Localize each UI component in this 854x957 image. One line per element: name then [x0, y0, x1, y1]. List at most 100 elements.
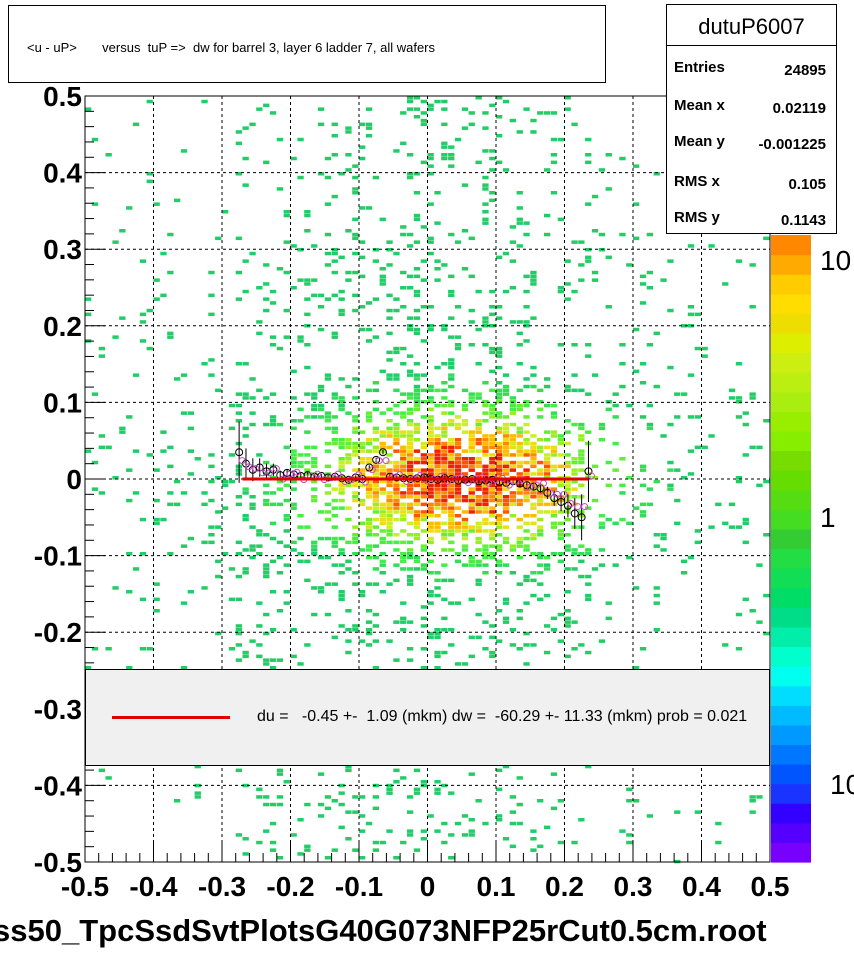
heatmap-cell — [242, 571, 249, 575]
heatmap-cell — [160, 449, 167, 453]
heatmap-cell — [516, 407, 523, 412]
heatmap-cell — [269, 559, 277, 564]
heatmap-cell — [482, 453, 489, 457]
heatmap-cell — [489, 149, 496, 153]
heatmap-cell — [502, 502, 510, 507]
heatmap-cell — [585, 764, 592, 769]
heatmap-cell — [413, 457, 421, 461]
heatmap-cell — [516, 544, 523, 548]
heatmap-cell — [502, 487, 510, 491]
heatmap-cell — [297, 460, 304, 465]
heatmap-cell — [352, 251, 359, 256]
heatmap-cell — [235, 297, 242, 301]
heatmap-cell — [523, 601, 530, 605]
heatmap-cell — [372, 479, 379, 484]
heatmap-cell — [489, 198, 496, 203]
heatmap-cell — [215, 388, 222, 393]
heatmap-cell — [585, 354, 592, 358]
heatmap-cell — [242, 548, 249, 552]
heatmap-cell — [427, 593, 434, 598]
heatmap-cell — [427, 202, 434, 206]
heatmap-cell — [489, 495, 496, 499]
heatmap-cell — [626, 787, 633, 792]
heatmap-cell — [441, 578, 448, 583]
heatmap-cell — [235, 403, 242, 408]
heatmap-cell — [735, 612, 743, 617]
heatmap-cell — [626, 263, 633, 267]
heatmap-cell — [523, 495, 530, 499]
heatmap-cell — [331, 415, 338, 419]
heatmap-cell — [454, 343, 462, 347]
heatmap-cell — [756, 563, 763, 567]
heatmap-cell — [331, 799, 338, 803]
heatmap-cell — [434, 441, 441, 446]
heatmap-cell — [550, 772, 558, 776]
heatmap-cell — [427, 164, 434, 168]
heatmap-cell — [502, 616, 510, 621]
heatmap-cell — [242, 783, 249, 788]
heatmap-cell — [304, 229, 311, 233]
heatmap-cell — [598, 248, 606, 252]
heatmap-cell — [639, 362, 647, 366]
heatmap-cell — [304, 468, 311, 472]
heatmap-cell — [345, 628, 352, 632]
heatmap-cell — [311, 552, 318, 556]
heatmap-cell — [502, 99, 510, 104]
heatmap-cell — [537, 498, 544, 503]
heatmap-cell — [201, 502, 208, 507]
heatmap-cell — [372, 381, 379, 385]
heatmap-cell — [311, 403, 318, 408]
heatmap-cell — [407, 438, 414, 442]
heatmap-cell — [400, 449, 407, 453]
heatmap-cell — [694, 346, 701, 351]
heatmap-cell — [379, 445, 386, 450]
heatmap-cell — [413, 426, 421, 431]
heatmap-cell — [639, 483, 647, 488]
heatmap-cell — [345, 650, 352, 655]
heatmap-cell — [359, 593, 366, 598]
heatmap-cell — [249, 396, 256, 400]
heatmap-cell — [489, 552, 496, 556]
heatmap-cell — [530, 270, 537, 275]
heatmap-cell — [400, 286, 407, 290]
heatmap-cell — [550, 464, 558, 469]
legend-fit-text: du = -0.45 +- 1.09 (mkm) dw = -60.29 +- … — [257, 708, 748, 725]
heatmap-cell — [242, 654, 249, 659]
heatmap-cell — [448, 232, 455, 237]
stats-row-mean-y: Mean y -0.001225 — [674, 133, 826, 169]
heatmap-cell — [448, 419, 455, 423]
heatmap-cell — [496, 134, 503, 138]
heatmap-cell — [420, 460, 427, 465]
heatmap-cell — [407, 833, 414, 837]
profile-point-alt — [553, 490, 561, 498]
heatmap-cell — [379, 559, 386, 564]
heatmap-cell — [591, 476, 599, 480]
heatmap-cell — [372, 430, 379, 434]
heatmap-cell — [509, 396, 516, 400]
heatmap-cell — [427, 457, 434, 461]
heatmap-cell — [269, 415, 277, 419]
heatmap-cell — [132, 449, 140, 453]
heatmap-cell — [338, 563, 345, 567]
heatmap-cell — [338, 548, 345, 552]
heatmap-cell — [304, 392, 311, 396]
heatmap-cell — [454, 472, 462, 476]
heatmap-cell — [393, 430, 400, 434]
colorbar-band — [771, 705, 811, 726]
heatmap-cell — [427, 483, 434, 488]
heatmap-cell — [420, 544, 427, 548]
heatmap-cell — [427, 236, 434, 241]
heatmap-cell — [468, 343, 475, 347]
heatmap-cell — [578, 457, 585, 461]
heatmap-cell — [619, 517, 626, 522]
heatmap-cell — [400, 225, 407, 229]
heatmap-cell — [297, 407, 304, 412]
stats-histogram-name: dutuP6007 — [667, 5, 836, 46]
heatmap-cell — [441, 445, 448, 450]
heatmap-cell — [557, 536, 564, 541]
heatmap-cell — [379, 434, 386, 438]
heatmap-cell — [578, 388, 585, 393]
heatmap-cell — [441, 464, 448, 469]
heatmap-cell — [269, 301, 277, 305]
heatmap-cell — [420, 647, 427, 651]
